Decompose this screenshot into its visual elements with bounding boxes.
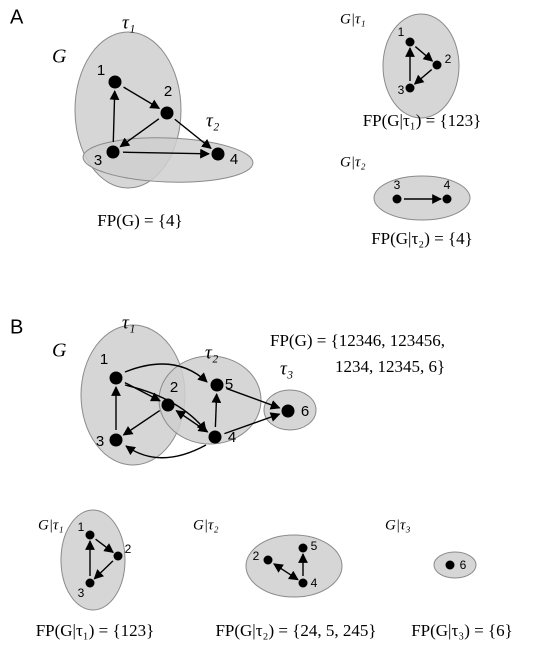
node-label: 4: [230, 151, 238, 168]
node: [263, 555, 273, 565]
subgraph-name: G|τ₂: [193, 517, 219, 533]
node-label: 2: [170, 379, 178, 396]
node: [281, 404, 295, 418]
node: [108, 75, 122, 89]
node: [298, 543, 308, 553]
panel-label: A: [10, 6, 24, 28]
node-label: 1: [398, 25, 405, 39]
node: [445, 560, 455, 570]
node-label: 5: [225, 376, 233, 393]
subgraph-name: G|τ₂: [340, 154, 366, 170]
subgraph-name: G|τ₁: [38, 517, 64, 533]
set-label: τ₂: [205, 342, 219, 363]
fp-text: FP(G|τ₂) = {24, 5, 245}: [215, 621, 376, 640]
set-ellipses: [60, 13, 477, 611]
node: [208, 430, 222, 444]
node: [210, 378, 224, 392]
node-label: 1: [100, 351, 108, 368]
node-label: 3: [394, 178, 401, 192]
edge: [122, 410, 161, 436]
edge: [414, 46, 434, 62]
fp-text: FP(G|τ₁) = {123}: [36, 621, 155, 640]
subgraph-name: G|τ₃: [385, 517, 411, 533]
node-label: 2: [125, 542, 132, 556]
fp-text: FP(G|τ₁) = {123}: [363, 111, 482, 130]
node: [392, 194, 402, 204]
node-label: 4: [228, 429, 236, 446]
node-label: 2: [445, 52, 452, 66]
set-ellipse: [158, 355, 262, 445]
subgraph-name: G|τ₁: [340, 11, 366, 27]
edge: [413, 69, 433, 85]
node-label: 1: [78, 520, 85, 534]
node-label: 2: [164, 83, 172, 100]
fp-text: FP(G|τ₃) = {6}: [411, 621, 513, 640]
node: [298, 578, 308, 588]
fp-text: 1234, 12345, 6}: [335, 357, 445, 376]
node-label: 3: [94, 152, 102, 169]
set-ellipse: [245, 534, 343, 598]
node-label: 3: [96, 433, 104, 450]
edge: [122, 148, 210, 159]
node-label: 3: [398, 83, 405, 97]
set-ellipse: [373, 175, 471, 221]
edge: [174, 118, 212, 149]
node: [161, 398, 175, 412]
node-label: 3: [78, 586, 85, 600]
node-label: 4: [444, 178, 451, 192]
node: [109, 433, 123, 447]
node: [113, 551, 123, 561]
graph-name: G: [52, 340, 67, 362]
node-label: 4: [311, 576, 318, 590]
edge: [224, 412, 281, 435]
edge: [95, 538, 114, 553]
set-ellipse: [433, 551, 477, 579]
edge: [119, 118, 160, 148]
node: [106, 145, 120, 159]
graph-name: G: [52, 46, 67, 68]
fp-text: FP(G) = {4}: [97, 211, 182, 230]
node-label: 1: [97, 62, 105, 79]
set-label: τ₁: [122, 312, 135, 333]
panel-label: B: [10, 316, 23, 338]
node-label: 2: [253, 549, 260, 563]
nodes: 1 2 3 4 1 2 3 3 4 1 2 3 4 5 6 1 2 3 2 5 4 6: [78, 25, 467, 600]
node: [85, 578, 95, 588]
node: [405, 83, 415, 93]
edge: [124, 363, 208, 383]
node: [85, 530, 95, 540]
node: [442, 194, 452, 204]
set-label: τ₁: [122, 12, 135, 33]
set-label: τ₃: [280, 358, 293, 379]
node: [432, 60, 442, 70]
fp-text: FP(G) = {12346, 123456,: [270, 331, 445, 350]
set-ellipse: [382, 13, 460, 119]
node: [405, 37, 415, 47]
node: [211, 147, 225, 161]
node-label: 6: [460, 558, 467, 572]
node-label: 5: [311, 539, 318, 553]
edge: [211, 393, 222, 428]
edge: [273, 563, 299, 581]
edge: [124, 381, 161, 402]
edge: [226, 387, 281, 410]
edge: [93, 560, 114, 580]
node: [109, 371, 123, 385]
set-label: τ₂: [206, 110, 220, 131]
node-label: 6: [301, 403, 309, 420]
node: [160, 106, 174, 120]
set-ellipse: [60, 509, 126, 611]
edge: [125, 444, 207, 459]
edge: [123, 86, 161, 109]
fp-text: FP(G|τ₂) = {4}: [371, 229, 473, 248]
edge: [109, 90, 120, 143]
